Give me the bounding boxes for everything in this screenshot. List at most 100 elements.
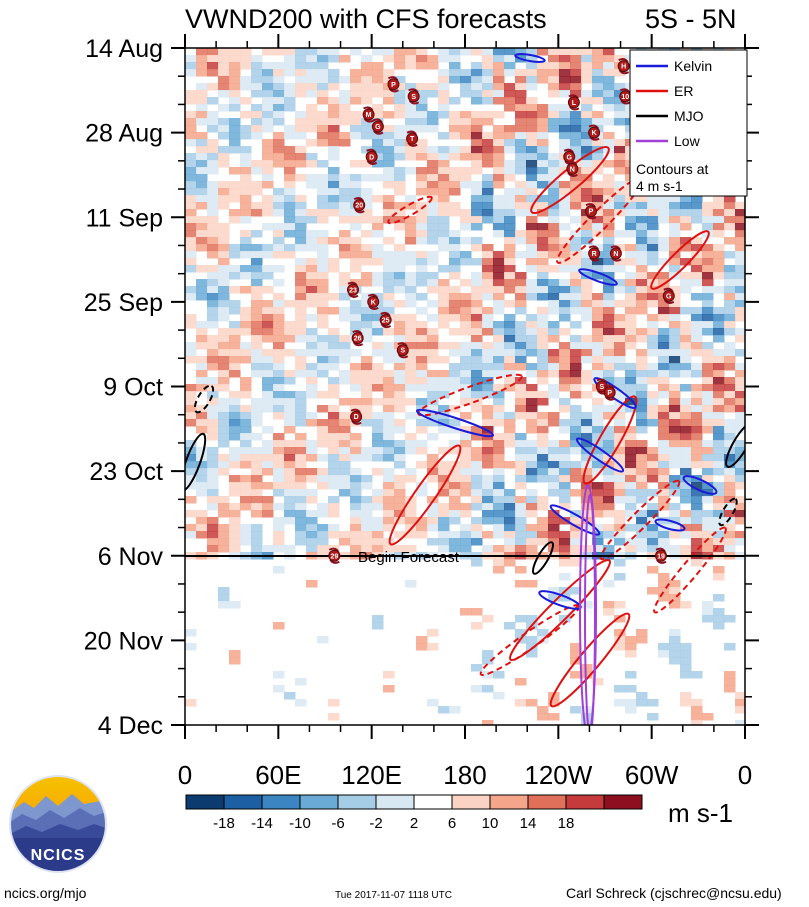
heatmap-cell bbox=[515, 202, 527, 210]
heatmap-cell bbox=[515, 97, 527, 105]
heatmap-cell bbox=[416, 419, 428, 427]
heatmap-cell bbox=[328, 342, 340, 350]
heatmap-cell bbox=[185, 440, 197, 448]
heatmap-cell bbox=[691, 349, 703, 357]
heatmap-cell bbox=[680, 384, 692, 392]
heatmap-cell bbox=[438, 153, 450, 161]
heatmap-cell bbox=[647, 209, 659, 217]
heatmap-cell bbox=[647, 538, 659, 546]
heatmap-cell bbox=[295, 160, 307, 168]
heatmap-cell bbox=[394, 384, 406, 392]
storm-label: P bbox=[589, 209, 594, 216]
heatmap-cell bbox=[229, 62, 241, 70]
heatmap-cell bbox=[185, 454, 197, 462]
heatmap-cell bbox=[185, 531, 197, 539]
heatmap-cell bbox=[471, 111, 483, 119]
heatmap-cell bbox=[669, 321, 681, 329]
heatmap-cell bbox=[416, 531, 428, 539]
storm-marker: K bbox=[367, 293, 380, 310]
heatmap-cell bbox=[185, 230, 197, 238]
heatmap-cell bbox=[504, 377, 516, 385]
heatmap-cell bbox=[240, 524, 252, 532]
heatmap-cell bbox=[471, 286, 483, 294]
heatmap-cell bbox=[350, 251, 362, 259]
heatmap-cell bbox=[185, 412, 197, 420]
heatmap-cell bbox=[658, 594, 670, 602]
storm-dot bbox=[588, 247, 601, 260]
heatmap-cell bbox=[724, 489, 736, 497]
heatmap-cell bbox=[537, 202, 549, 210]
heatmap-cell bbox=[559, 342, 571, 350]
heatmap-cell bbox=[537, 209, 549, 217]
heatmap-cell bbox=[218, 181, 230, 189]
heatmap-cell bbox=[383, 356, 395, 364]
heatmap-cell bbox=[328, 363, 340, 371]
heatmap-cell bbox=[361, 209, 373, 217]
heatmap-cell bbox=[592, 433, 604, 441]
heatmap-cell bbox=[537, 62, 549, 70]
heatmap-cell bbox=[438, 230, 450, 238]
heatmap-cell bbox=[207, 202, 219, 210]
x-tick-label: 180 bbox=[443, 760, 486, 790]
heatmap-cell bbox=[361, 517, 373, 525]
y-tick-label: 4 Dec bbox=[98, 712, 163, 740]
heatmap-cell bbox=[614, 279, 626, 287]
heatmap-cell bbox=[196, 328, 208, 336]
heatmap-cell bbox=[449, 265, 461, 273]
heatmap-cell bbox=[207, 307, 219, 315]
storm-dot bbox=[603, 386, 616, 399]
heatmap-cell bbox=[306, 244, 318, 252]
heatmap-cell bbox=[218, 300, 230, 308]
heatmap-cell bbox=[449, 55, 461, 63]
heatmap-cell bbox=[537, 454, 549, 462]
heatmap-cell bbox=[570, 139, 582, 147]
heatmap-cell bbox=[262, 223, 274, 231]
heatmap-cell bbox=[196, 321, 208, 329]
heatmap-cell bbox=[735, 384, 745, 392]
heatmap-cell bbox=[625, 454, 637, 462]
heatmap-cell bbox=[317, 349, 329, 357]
heatmap-cell bbox=[306, 335, 318, 343]
heatmap-cell bbox=[724, 426, 736, 434]
storm-marker: S bbox=[595, 378, 608, 395]
heatmap-cell bbox=[460, 125, 472, 133]
heatmap-cell bbox=[339, 349, 351, 357]
heatmap-cell bbox=[394, 76, 406, 84]
heatmap-cell bbox=[581, 419, 593, 427]
storm-dot bbox=[328, 549, 341, 562]
heatmap-cell bbox=[262, 139, 274, 147]
heatmap-cell bbox=[702, 454, 714, 462]
heatmap-cell bbox=[713, 321, 725, 329]
heatmap-cell bbox=[207, 398, 219, 406]
heatmap-cell bbox=[394, 104, 406, 112]
ncics-logo: NCICS bbox=[9, 775, 107, 873]
heatmap-cell bbox=[713, 216, 725, 224]
heatmap-cell bbox=[207, 482, 219, 490]
heatmap-cell bbox=[405, 335, 417, 343]
heatmap-cell bbox=[427, 370, 439, 378]
wave-contour bbox=[415, 408, 495, 438]
x-tick-label: 120E bbox=[341, 760, 402, 790]
heatmap-cell bbox=[526, 62, 538, 70]
heatmap-cell bbox=[361, 216, 373, 224]
heatmap-cell bbox=[405, 524, 417, 532]
heatmap-cell bbox=[427, 349, 439, 357]
heatmap-cell bbox=[658, 447, 670, 455]
heatmap-cell bbox=[262, 482, 274, 490]
heatmap-cell bbox=[229, 125, 241, 133]
heatmap-cell bbox=[713, 258, 725, 266]
heatmap-cell bbox=[504, 384, 516, 392]
heatmap-cell bbox=[405, 314, 417, 322]
heatmap-cell bbox=[284, 216, 296, 224]
heatmap-cell bbox=[361, 83, 373, 91]
heatmap-cell bbox=[603, 433, 615, 441]
heatmap-cell bbox=[647, 244, 659, 252]
heatmap-cell bbox=[482, 391, 494, 399]
heatmap-cell bbox=[328, 258, 340, 266]
heatmap-cell bbox=[185, 321, 197, 329]
heatmap-cell bbox=[339, 272, 351, 280]
heatmap-cell bbox=[680, 517, 692, 525]
heatmap-cell bbox=[251, 300, 263, 308]
heatmap-cell bbox=[240, 391, 252, 399]
heatmap-cell bbox=[339, 195, 351, 203]
